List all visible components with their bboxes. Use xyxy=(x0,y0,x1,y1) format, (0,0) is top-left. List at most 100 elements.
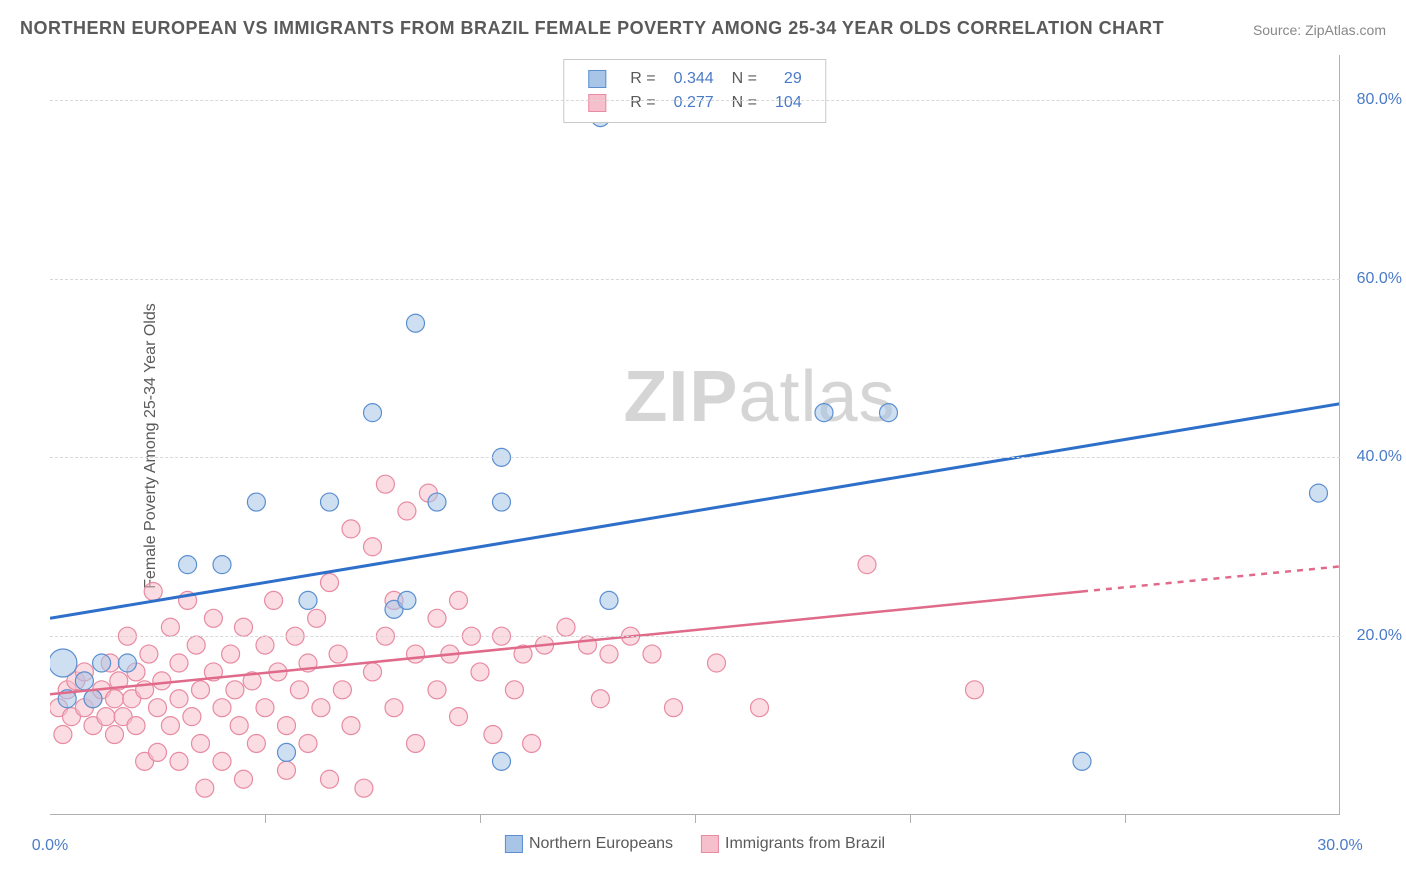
scatter-point-pink xyxy=(385,699,403,717)
scatter-point-blue xyxy=(493,752,511,770)
scatter-point-pink xyxy=(144,582,162,600)
scatter-point-pink xyxy=(428,681,446,699)
legend-label: Northern Europeans xyxy=(529,835,673,852)
scatter-point-pink xyxy=(161,717,179,735)
legend-n-value: 104 xyxy=(767,92,810,114)
scatter-point-pink xyxy=(643,645,661,663)
scatter-point-blue xyxy=(84,690,102,708)
gridline xyxy=(50,457,1340,458)
scatter-point-pink xyxy=(106,726,124,744)
scatter-point-pink xyxy=(398,502,416,520)
scatter-point-pink xyxy=(213,699,231,717)
scatter-point-pink xyxy=(149,743,167,761)
scatter-point-pink xyxy=(342,717,360,735)
x-tick xyxy=(695,815,696,823)
scatter-point-pink xyxy=(579,636,597,654)
gridline xyxy=(50,100,1340,101)
scatter-point-blue xyxy=(93,654,111,672)
scatter-point-pink xyxy=(97,708,115,726)
scatter-point-pink xyxy=(54,726,72,744)
legend-swatch-pink xyxy=(588,94,606,112)
scatter-point-blue xyxy=(213,556,231,574)
scatter-point-pink xyxy=(600,645,618,663)
legend-r-label: R = xyxy=(622,68,663,90)
legend-r-value: 0.344 xyxy=(666,68,722,90)
scatter-point-blue xyxy=(278,743,296,761)
x-tick xyxy=(265,815,266,823)
scatter-point-pink xyxy=(665,699,683,717)
legend-swatch-blue xyxy=(588,70,606,88)
legend-r-label: R = xyxy=(622,92,663,114)
scatter-point-pink xyxy=(170,654,188,672)
scatter-point-pink xyxy=(355,779,373,797)
scatter-point-pink xyxy=(299,734,317,752)
scatter-point-blue xyxy=(247,493,265,511)
scatter-point-pink xyxy=(247,734,265,752)
scatter-point-pink xyxy=(484,726,502,744)
scatter-point-pink xyxy=(278,717,296,735)
scatter-point-blue xyxy=(50,649,77,677)
scatter-point-pink xyxy=(708,654,726,672)
scatter-point-pink xyxy=(256,636,274,654)
scatter-point-blue xyxy=(815,404,833,422)
legend-r-value: 0.277 xyxy=(666,92,722,114)
x-tick-label: 30.0% xyxy=(1317,837,1362,855)
scatter-point-pink xyxy=(213,752,231,770)
scatter-point-pink xyxy=(557,618,575,636)
scatter-svg xyxy=(50,55,1340,815)
scatter-point-pink xyxy=(751,699,769,717)
scatter-point-pink xyxy=(858,556,876,574)
scatter-point-pink xyxy=(192,734,210,752)
scatter-point-pink xyxy=(407,645,425,663)
legend-item: Immigrants from Brazil xyxy=(701,835,885,853)
scatter-point-pink xyxy=(333,681,351,699)
legend-row: R =0.277N =104 xyxy=(580,92,809,114)
legend-label: Immigrants from Brazil xyxy=(725,835,885,852)
gridline xyxy=(50,279,1340,280)
source-name: ZipAtlas.com xyxy=(1305,22,1386,38)
scatter-point-pink xyxy=(321,574,339,592)
scatter-point-pink xyxy=(187,636,205,654)
scatter-point-pink xyxy=(591,690,609,708)
y-tick-label: 80.0% xyxy=(1357,91,1402,109)
scatter-point-pink xyxy=(230,717,248,735)
correlation-legend: R =0.344N =29R =0.277N =104 xyxy=(563,59,826,123)
scatter-point-pink xyxy=(222,645,240,663)
legend-n-value: 29 xyxy=(767,68,810,90)
legend-swatch-pink xyxy=(701,835,719,853)
scatter-point-pink xyxy=(235,618,253,636)
scatter-point-blue xyxy=(321,493,339,511)
scatter-point-blue xyxy=(407,314,425,332)
scatter-point-pink xyxy=(308,609,326,627)
scatter-point-pink xyxy=(204,609,222,627)
scatter-point-blue xyxy=(880,404,898,422)
scatter-point-pink xyxy=(342,520,360,538)
scatter-point-pink xyxy=(376,475,394,493)
scatter-point-pink xyxy=(161,618,179,636)
scatter-point-pink xyxy=(170,690,188,708)
y-tick-label: 60.0% xyxy=(1357,270,1402,288)
scatter-point-blue xyxy=(1310,484,1328,502)
scatter-point-pink xyxy=(256,699,274,717)
scatter-point-pink xyxy=(407,734,425,752)
scatter-point-pink xyxy=(312,699,330,717)
scatter-point-blue xyxy=(75,672,93,690)
scatter-point-blue xyxy=(398,591,416,609)
scatter-point-pink xyxy=(127,717,145,735)
scatter-point-pink xyxy=(329,645,347,663)
scatter-point-pink xyxy=(450,708,468,726)
scatter-point-pink xyxy=(505,681,523,699)
legend-n-label: N = xyxy=(724,92,765,114)
scatter-point-blue xyxy=(118,654,136,672)
scatter-point-pink xyxy=(149,699,167,717)
y-axis-line xyxy=(1339,55,1340,815)
scatter-point-pink xyxy=(364,538,382,556)
legend-swatch-blue xyxy=(505,835,523,853)
source-label: Source: xyxy=(1253,22,1301,38)
x-tick-label: 0.0% xyxy=(32,837,68,855)
scatter-point-pink xyxy=(471,663,489,681)
scatter-point-blue xyxy=(179,556,197,574)
series-legend: Northern Europeans Immigrants from Brazil xyxy=(505,835,885,853)
chart-title: NORTHERN EUROPEAN VS IMMIGRANTS FROM BRA… xyxy=(20,18,1164,39)
scatter-point-pink xyxy=(183,708,201,726)
